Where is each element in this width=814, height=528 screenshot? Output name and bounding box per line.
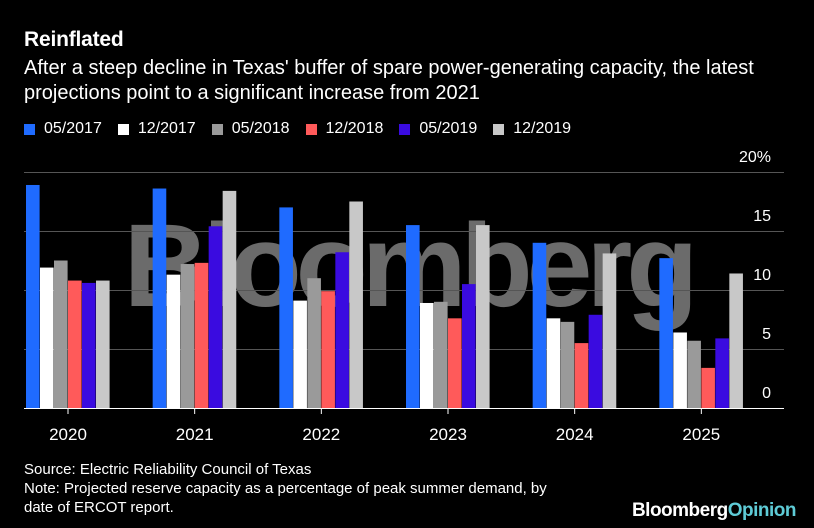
- bar: [321, 291, 335, 408]
- legend-label: 12/2017: [137, 120, 196, 137]
- x-axis-ticks: 2020 2021 2022 2023 2024 2025: [49, 408, 720, 444]
- bar: [222, 190, 237, 408]
- bar: [82, 282, 96, 408]
- bar: [434, 301, 448, 408]
- bar: [420, 302, 434, 408]
- y-tick-label: 10: [753, 267, 771, 284]
- bar: [729, 273, 743, 408]
- bar: [166, 274, 181, 408]
- bar: [687, 340, 701, 408]
- y-tick-label: 5: [762, 326, 771, 343]
- footer: Source: Electric Reliability Council of …: [24, 460, 547, 517]
- bar: [96, 280, 110, 408]
- y-tick-label: 15: [753, 208, 771, 225]
- legend-swatch: [211, 123, 223, 135]
- chart-subtitle: After a steep decline in Texas' buffer o…: [24, 57, 754, 104]
- bar: [54, 260, 68, 408]
- legend-label: 12/2018: [325, 120, 384, 137]
- legend-item: 05/2019: [399, 120, 477, 138]
- legend-label: 05/2018: [231, 120, 290, 137]
- bar: [406, 225, 420, 408]
- bar: [335, 252, 349, 408]
- legend-item: 05/2018: [211, 120, 290, 138]
- bar: [476, 225, 490, 408]
- legend-swatch: [305, 123, 317, 135]
- legend-swatch: [24, 123, 35, 135]
- bar: [532, 242, 547, 408]
- bar: [715, 338, 729, 408]
- x-tick-label: 2025: [682, 425, 720, 444]
- bar: [180, 264, 195, 408]
- legend-swatch: [493, 123, 505, 135]
- brand-logo: BloombergOpinion: [631, 500, 797, 522]
- legend-item: 12/2018: [305, 120, 384, 138]
- x-tick-label: 2021: [176, 425, 214, 444]
- x-tick-label: 2022: [302, 425, 340, 444]
- bar: [701, 367, 715, 408]
- bar: [602, 253, 617, 408]
- bar: [208, 226, 223, 408]
- bar: [659, 258, 673, 408]
- bar: [279, 207, 293, 408]
- bar: [560, 321, 575, 408]
- chart-note-cont: date of ERCOT report.: [24, 499, 174, 516]
- chart-title: Reinflated: [24, 28, 124, 51]
- y-tick-label: 20%: [739, 149, 771, 166]
- bar: [26, 184, 40, 408]
- bar: [68, 280, 82, 408]
- bar: [673, 332, 687, 408]
- bar: [448, 318, 462, 408]
- y-axis-ticks: 0 5 10 15 20%: [739, 149, 771, 402]
- chart-note: Note: Projected reserve capacity as a pe…: [24, 480, 547, 497]
- bar: [546, 318, 561, 408]
- bar: [40, 267, 54, 408]
- bar: [462, 284, 476, 408]
- x-tick-label: 2024: [556, 425, 594, 444]
- brand-part1: Bloomberg: [631, 500, 728, 521]
- x-tick-label: 2023: [429, 425, 467, 444]
- bar: [574, 343, 589, 408]
- bar: [293, 300, 307, 408]
- legend-item: 12/2017: [117, 120, 196, 138]
- legend: 05/2017 12/2017 05/2018 12/2018 05/2019 …: [24, 120, 587, 138]
- legend-label: 05/2019: [419, 120, 478, 137]
- legend-label: 12/2019: [513, 120, 572, 137]
- bar: [152, 188, 167, 408]
- gridlines: [24, 172, 784, 350]
- source-note: Source: Electric Reliability Council of …: [24, 461, 312, 478]
- bar: [588, 314, 603, 408]
- legend-item: 12/2019: [493, 120, 571, 138]
- legend-swatch: [399, 123, 411, 135]
- brand-part2: Opinion: [727, 500, 797, 521]
- bars: [26, 184, 743, 408]
- legend-item: 05/2017: [24, 120, 102, 138]
- bar: [307, 278, 321, 408]
- legend-swatch: [117, 123, 129, 135]
- bar: [349, 201, 363, 408]
- legend-label: 05/2017: [44, 120, 102, 137]
- x-tick-label: 2020: [49, 425, 87, 444]
- bar: [194, 262, 209, 408]
- y-tick-label: 0: [762, 385, 771, 402]
